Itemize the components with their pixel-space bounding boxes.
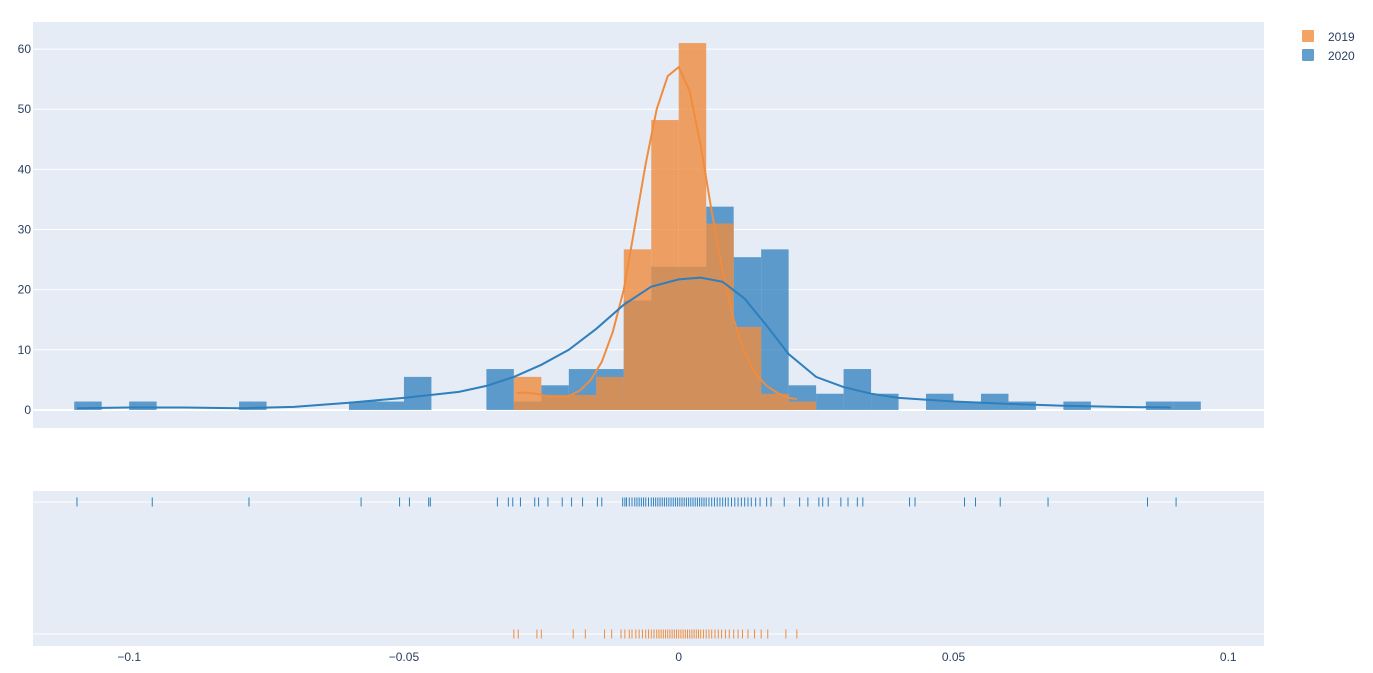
x-tick-label: 0.1 <box>1220 650 1237 664</box>
bar-2020 <box>1008 401 1036 410</box>
y-tick-label: 40 <box>18 162 32 176</box>
legend-label-2020: 2020 <box>1328 49 1355 63</box>
x-tick-label: −0.1 <box>117 650 141 664</box>
histogram-bars <box>74 43 1201 410</box>
y-tick-label: 30 <box>18 223 32 237</box>
bar-2020 <box>816 393 844 410</box>
bar-2020 <box>348 401 377 410</box>
bar-2019 <box>568 394 597 410</box>
bar-2020 <box>239 401 267 410</box>
x-tick-label: 0 <box>675 650 682 664</box>
bar-2020 <box>761 249 789 410</box>
rug-series-2019 <box>513 629 798 639</box>
kde-line-2020 <box>76 276 1171 410</box>
bar-2020 <box>376 401 404 410</box>
bar-2019 <box>623 249 652 410</box>
y-tick-label: 60 <box>18 42 32 56</box>
bar-2020 <box>403 376 432 410</box>
bar-2019 <box>678 43 707 410</box>
bar-2019 <box>788 401 817 410</box>
rug-series-2020 <box>76 497 1177 507</box>
x-tick-label: 0.05 <box>942 650 966 664</box>
x-tick-label: −0.05 <box>389 650 420 664</box>
y-tick-label: 20 <box>18 283 32 297</box>
bar-2019 <box>541 394 569 410</box>
legend-item-2020[interactable]: 2020 <box>1302 49 1355 63</box>
rug-marks <box>76 497 1177 639</box>
y-axis-tick-labels: 0 10 20 30 40 50 60 <box>18 42 32 417</box>
legend: 2019 2020 <box>1302 30 1355 63</box>
y-tick-label: 10 <box>18 343 32 357</box>
bar-2020 <box>74 401 102 410</box>
legend-swatch-2020 <box>1302 49 1314 61</box>
bar-2020 <box>1145 401 1174 410</box>
bar-2019 <box>761 393 789 410</box>
bar-2020 <box>926 393 954 410</box>
rug-panel-background <box>33 491 1264 646</box>
bar-2020 <box>1173 401 1201 410</box>
y-tick-label: 50 <box>18 102 32 116</box>
y-tick-label: 0 <box>24 403 31 417</box>
bar-2020 <box>953 401 981 410</box>
bar-2020 <box>129 401 157 410</box>
kde-line-2019 <box>516 65 798 401</box>
legend-item-2019[interactable]: 2019 <box>1302 30 1355 44</box>
bar-2020 <box>486 369 514 410</box>
bar-2019 <box>596 376 624 410</box>
bar-2019 <box>733 326 762 410</box>
bar-2020 <box>980 393 1009 410</box>
legend-swatch-2019 <box>1302 30 1314 42</box>
x-axis-tick-labels: −0.1 −0.05 0 0.05 0.1 <box>117 650 1237 664</box>
bar-2019 <box>651 120 679 410</box>
legend-label-2019: 2019 <box>1328 30 1355 44</box>
kde-curves <box>76 65 1171 410</box>
